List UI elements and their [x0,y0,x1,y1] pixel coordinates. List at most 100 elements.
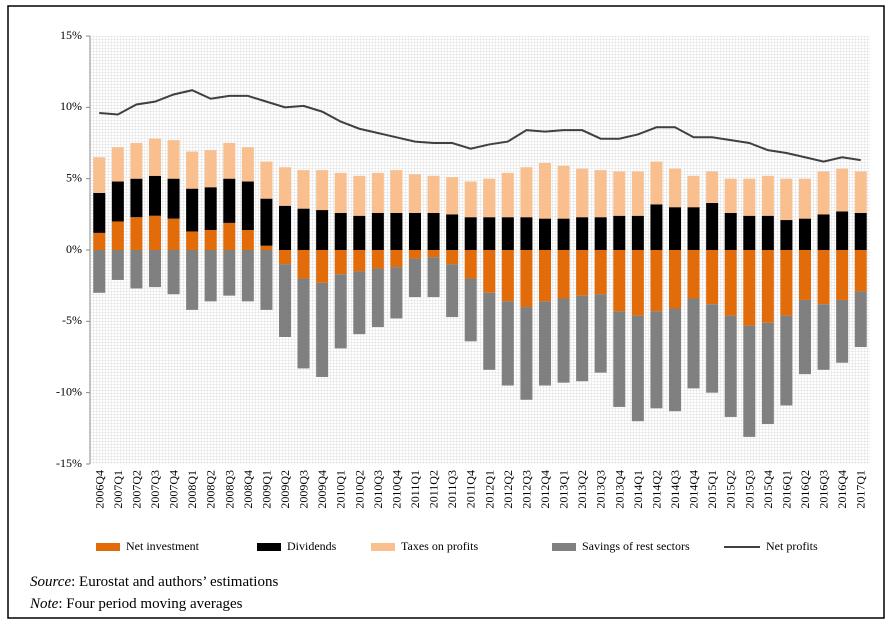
bar [650,311,663,409]
bar [297,208,310,250]
bar [501,172,514,218]
bar [520,250,533,308]
bar [241,147,254,182]
bar [111,221,124,250]
bar [836,299,849,363]
bar [260,161,273,199]
bar [501,301,514,386]
x-tick-label: 2008Q2 [204,470,218,509]
bar [464,181,477,218]
bar [130,217,143,250]
legend-swatch [371,543,395,551]
bar [316,250,329,283]
bar [557,165,570,219]
source-label: Source [30,574,71,590]
bar [613,250,626,312]
x-tick-label: 2014Q3 [668,470,682,509]
x-tick-label: 2009Q3 [297,470,311,509]
bar [260,250,273,310]
bar [854,171,867,213]
legend-swatch [552,543,576,551]
bar [631,171,644,216]
bar [446,250,459,265]
bar [223,250,236,296]
bar [817,171,830,215]
bar [279,250,291,265]
bar [353,175,366,216]
bar [279,264,291,338]
bar [464,250,477,279]
bar [594,170,607,218]
bar [836,211,849,250]
y-tick-label: -15% [56,456,82,470]
bar [111,250,124,280]
bar [223,222,236,250]
bar [539,250,551,302]
x-tick-label: 2014Q1 [631,470,645,509]
bar [669,250,681,309]
bar [204,187,217,231]
bar [483,250,496,293]
x-tick-label: 2014Q4 [687,470,701,509]
plot-area [90,36,870,464]
bar [353,271,366,335]
bar [390,267,403,319]
bar [390,170,403,213]
bar [186,250,199,310]
x-tick-label: 2015Q3 [742,470,756,509]
x-tick-label: 2007Q4 [167,470,181,509]
x-tick-label: 2007Q2 [129,470,143,509]
bar [501,217,514,250]
x-tick-label: 2008Q3 [222,470,236,509]
bar [204,230,217,250]
bar [204,250,217,302]
x-tick-label: 2016Q4 [835,470,849,509]
bar [483,292,496,370]
bar [93,250,106,293]
bar [446,214,459,250]
bar [669,168,681,208]
x-tick-label: 2011Q4 [464,470,478,508]
bar [427,212,440,250]
bar [724,315,737,417]
y-tick-label: -10% [56,384,82,398]
x-tick-label: 2013Q4 [612,470,626,509]
bar [724,178,737,213]
bar [761,250,774,323]
bar [260,198,273,246]
bar [576,250,589,296]
bar [799,299,811,375]
bar [334,274,347,349]
bar [631,250,644,316]
bar [186,151,199,189]
x-tick-label: 2016Q3 [817,470,831,509]
x-tick-label: 2011Q3 [445,470,459,508]
bar [706,171,719,203]
bar [390,212,403,250]
bar [279,205,291,250]
bar [371,268,384,328]
x-tick-label: 2012Q4 [538,470,552,509]
bar [427,175,440,213]
bar [149,250,161,288]
bar [743,250,756,326]
bar [371,250,384,269]
y-tick-label: 15% [60,28,82,42]
bar [334,212,347,250]
bar [149,175,161,216]
bar [167,250,180,295]
bar [316,170,329,211]
bar [501,250,514,302]
x-tick-label: 2009Q2 [278,470,292,509]
x-tick-label: 2011Q2 [427,470,441,508]
bar [594,217,607,250]
legend-swatch [257,543,281,551]
x-tick-label: 2012Q2 [501,470,515,509]
x-tick-label: 2012Q3 [519,470,533,509]
bar [241,230,254,250]
bar [687,298,700,389]
bar [650,204,663,250]
bar [409,258,421,298]
x-tick-label: 2009Q4 [315,470,329,509]
y-tick-label: 10% [60,99,82,113]
